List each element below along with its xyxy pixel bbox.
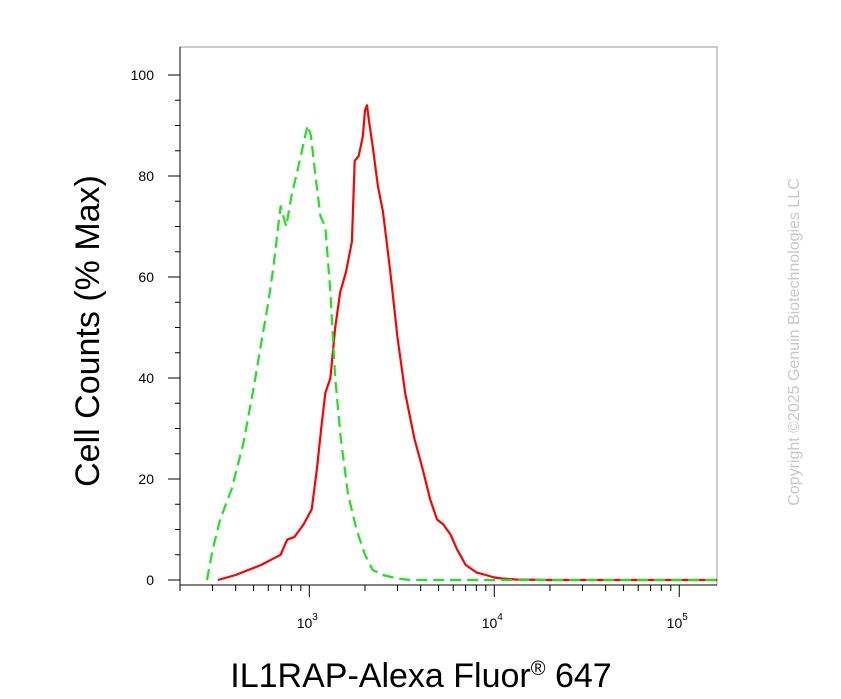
y-tick-label: 80	[138, 168, 154, 184]
y-tick-label: 20	[138, 471, 154, 487]
y-tick-label: 0	[146, 572, 154, 588]
x-axis-title: IL1RAP-Alexa Fluor® 647	[230, 657, 611, 694]
isotype-control-histogram	[205, 124, 717, 582]
copyright-watermark: Copyright ©2025 Genuin Biotechnologies L…	[786, 178, 803, 506]
il1rap-stained-histogram	[217, 104, 717, 582]
x-axis-title-registered: ®	[531, 658, 546, 680]
x-axis: 103 104 105	[179, 584, 717, 631]
y-axis-title: Cell Counts (% Max)	[69, 175, 107, 487]
x-axis-title-suffix: 647	[546, 657, 612, 694]
y-tick-label: 60	[138, 269, 154, 285]
y-tick-label: 100	[131, 67, 155, 83]
x-tick-label: 103	[297, 612, 319, 631]
y-tick-label: 40	[138, 370, 154, 386]
x-tick-label: 104	[482, 612, 504, 631]
plot-area-frame	[179, 46, 718, 586]
x-axis-title-main: IL1RAP-Alexa Fluor	[230, 657, 530, 694]
y-axis: 0 20 40 60 80 100	[131, 47, 181, 588]
series-layer	[205, 104, 717, 582]
x-tick-label: 105	[667, 612, 689, 631]
